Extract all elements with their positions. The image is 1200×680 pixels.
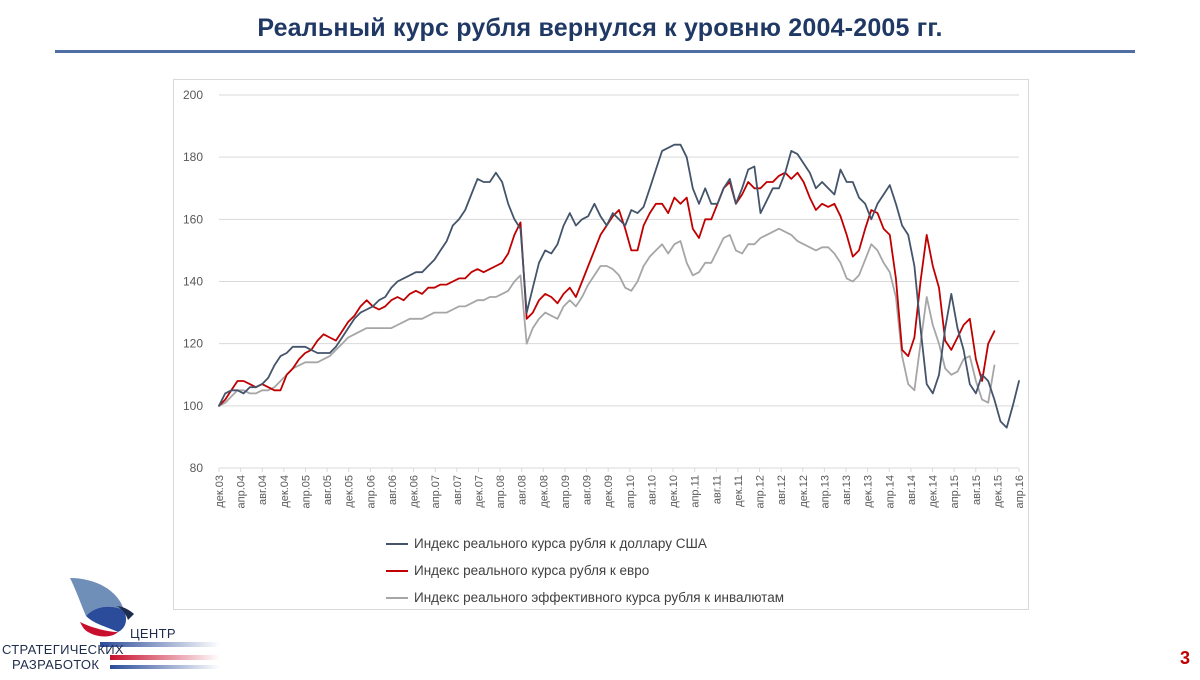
y-tick-label: 120 — [183, 337, 203, 351]
chart-legend: Индекс реального курса рубля к доллару С… — [386, 530, 784, 611]
x-tick-label: апр.04 — [236, 475, 248, 508]
x-tick-label: авг.09 — [582, 475, 594, 505]
x-tick-label: апр.11 — [690, 475, 702, 508]
legend-item-reer: Индекс реального эффективного курса рубл… — [386, 584, 784, 611]
sail-logo-icon — [70, 578, 220, 669]
x-tick-label: авг.14 — [906, 475, 918, 505]
logo-line-2: СТРАТЕГИЧЕСКИХ — [2, 642, 124, 657]
x-tick-label: авг.05 — [322, 475, 334, 505]
x-tick-label: апр.06 — [365, 475, 377, 508]
x-tick-label: авг.13 — [841, 475, 853, 505]
x-tick-label: авг.04 — [257, 475, 269, 505]
y-tick-label: 140 — [183, 275, 203, 289]
series-line-reer — [218, 227, 996, 407]
x-tick-label: апр.09 — [560, 475, 572, 508]
x-tick-label: дек.04 — [279, 475, 291, 508]
legend-label-eur: Индекс реального курса рубля к евро — [414, 563, 650, 578]
y-tick-label: 80 — [190, 461, 204, 475]
x-tick-label: дек.07 — [473, 475, 485, 508]
x-tick-label: дек.08 — [538, 475, 550, 508]
x-tick-label: апр.16 — [1014, 475, 1026, 508]
x-tick-label: апр.15 — [949, 475, 961, 508]
legend-swatch-usd — [386, 542, 408, 545]
x-tick-label: дек.06 — [409, 475, 421, 508]
y-tick-label: 160 — [183, 212, 203, 226]
x-tick-label: дек.10 — [668, 475, 680, 508]
x-tick-label: дек.12 — [798, 475, 810, 508]
x-tick-label: авг.08 — [517, 475, 529, 505]
x-tick-label: дек.05 — [344, 475, 356, 508]
csr-logo: ЦЕНТР СТРАТЕГИЧЕСКИХ РАЗРАБОТОК — [0, 570, 230, 675]
legend-swatch-reer — [386, 596, 408, 599]
x-tick-label: дек.13 — [863, 475, 875, 508]
x-tick-label: апр.14 — [884, 475, 896, 508]
x-tick-label: авг.10 — [646, 475, 658, 505]
legend-swatch-eur — [386, 569, 408, 572]
x-tick-label: дек.14 — [928, 475, 940, 508]
legend-label-usd: Индекс реального курса рубля к доллару С… — [414, 536, 707, 551]
x-tick-label: авг.11 — [711, 475, 723, 504]
slide-title: Реальный курс рубля вернулся к уровню 20… — [257, 14, 943, 42]
chart-frame: 80 100 120 140 160 180 200 дек.03 апр.04 авг.04 де… — [173, 79, 1029, 610]
page-number: 3 — [1179, 648, 1190, 668]
series-line-usd — [218, 143, 1020, 429]
x-tick-label: дек.09 — [603, 475, 615, 508]
x-tick-label: дек.11 — [733, 475, 745, 507]
x-tick-label: апр.07 — [430, 475, 442, 508]
x-tick-label: авг.07 — [452, 475, 464, 505]
x-tick-label: апр.05 — [300, 475, 312, 508]
x-tick-label: апр.08 — [495, 475, 507, 508]
logo-line-1: ЦЕНТР — [130, 626, 176, 641]
x-tick-label: апр.13 — [819, 475, 831, 508]
x-tick-label: авг.06 — [387, 475, 399, 505]
legend-item-usd: Индекс реального курса рубля к доллару С… — [386, 530, 784, 557]
y-tick-label: 180 — [183, 150, 203, 164]
title-underline — [55, 50, 1135, 53]
line-chart: 80 100 120 140 160 180 200 дек.03 апр.04 авг.04 де… — [183, 88, 1026, 508]
logo-line-3: РАЗРАБОТОК — [12, 657, 100, 672]
x-tick-label: дек.15 — [992, 475, 1004, 508]
legend-label-reer: Индекс реального эффективного курса рубл… — [414, 590, 785, 605]
x-tick-label: дек.03 — [214, 475, 226, 508]
y-tick-label: 200 — [183, 88, 203, 102]
x-tick-label: апр.12 — [755, 475, 767, 508]
x-tick-label: авг.12 — [776, 475, 788, 505]
x-tick-label: авг.15 — [971, 475, 983, 505]
x-tick-label: апр.10 — [625, 475, 637, 508]
legend-item-eur: Индекс реального курса рубля к евро — [386, 557, 784, 584]
series-line-eur — [218, 171, 996, 407]
y-tick-label: 100 — [183, 399, 203, 413]
